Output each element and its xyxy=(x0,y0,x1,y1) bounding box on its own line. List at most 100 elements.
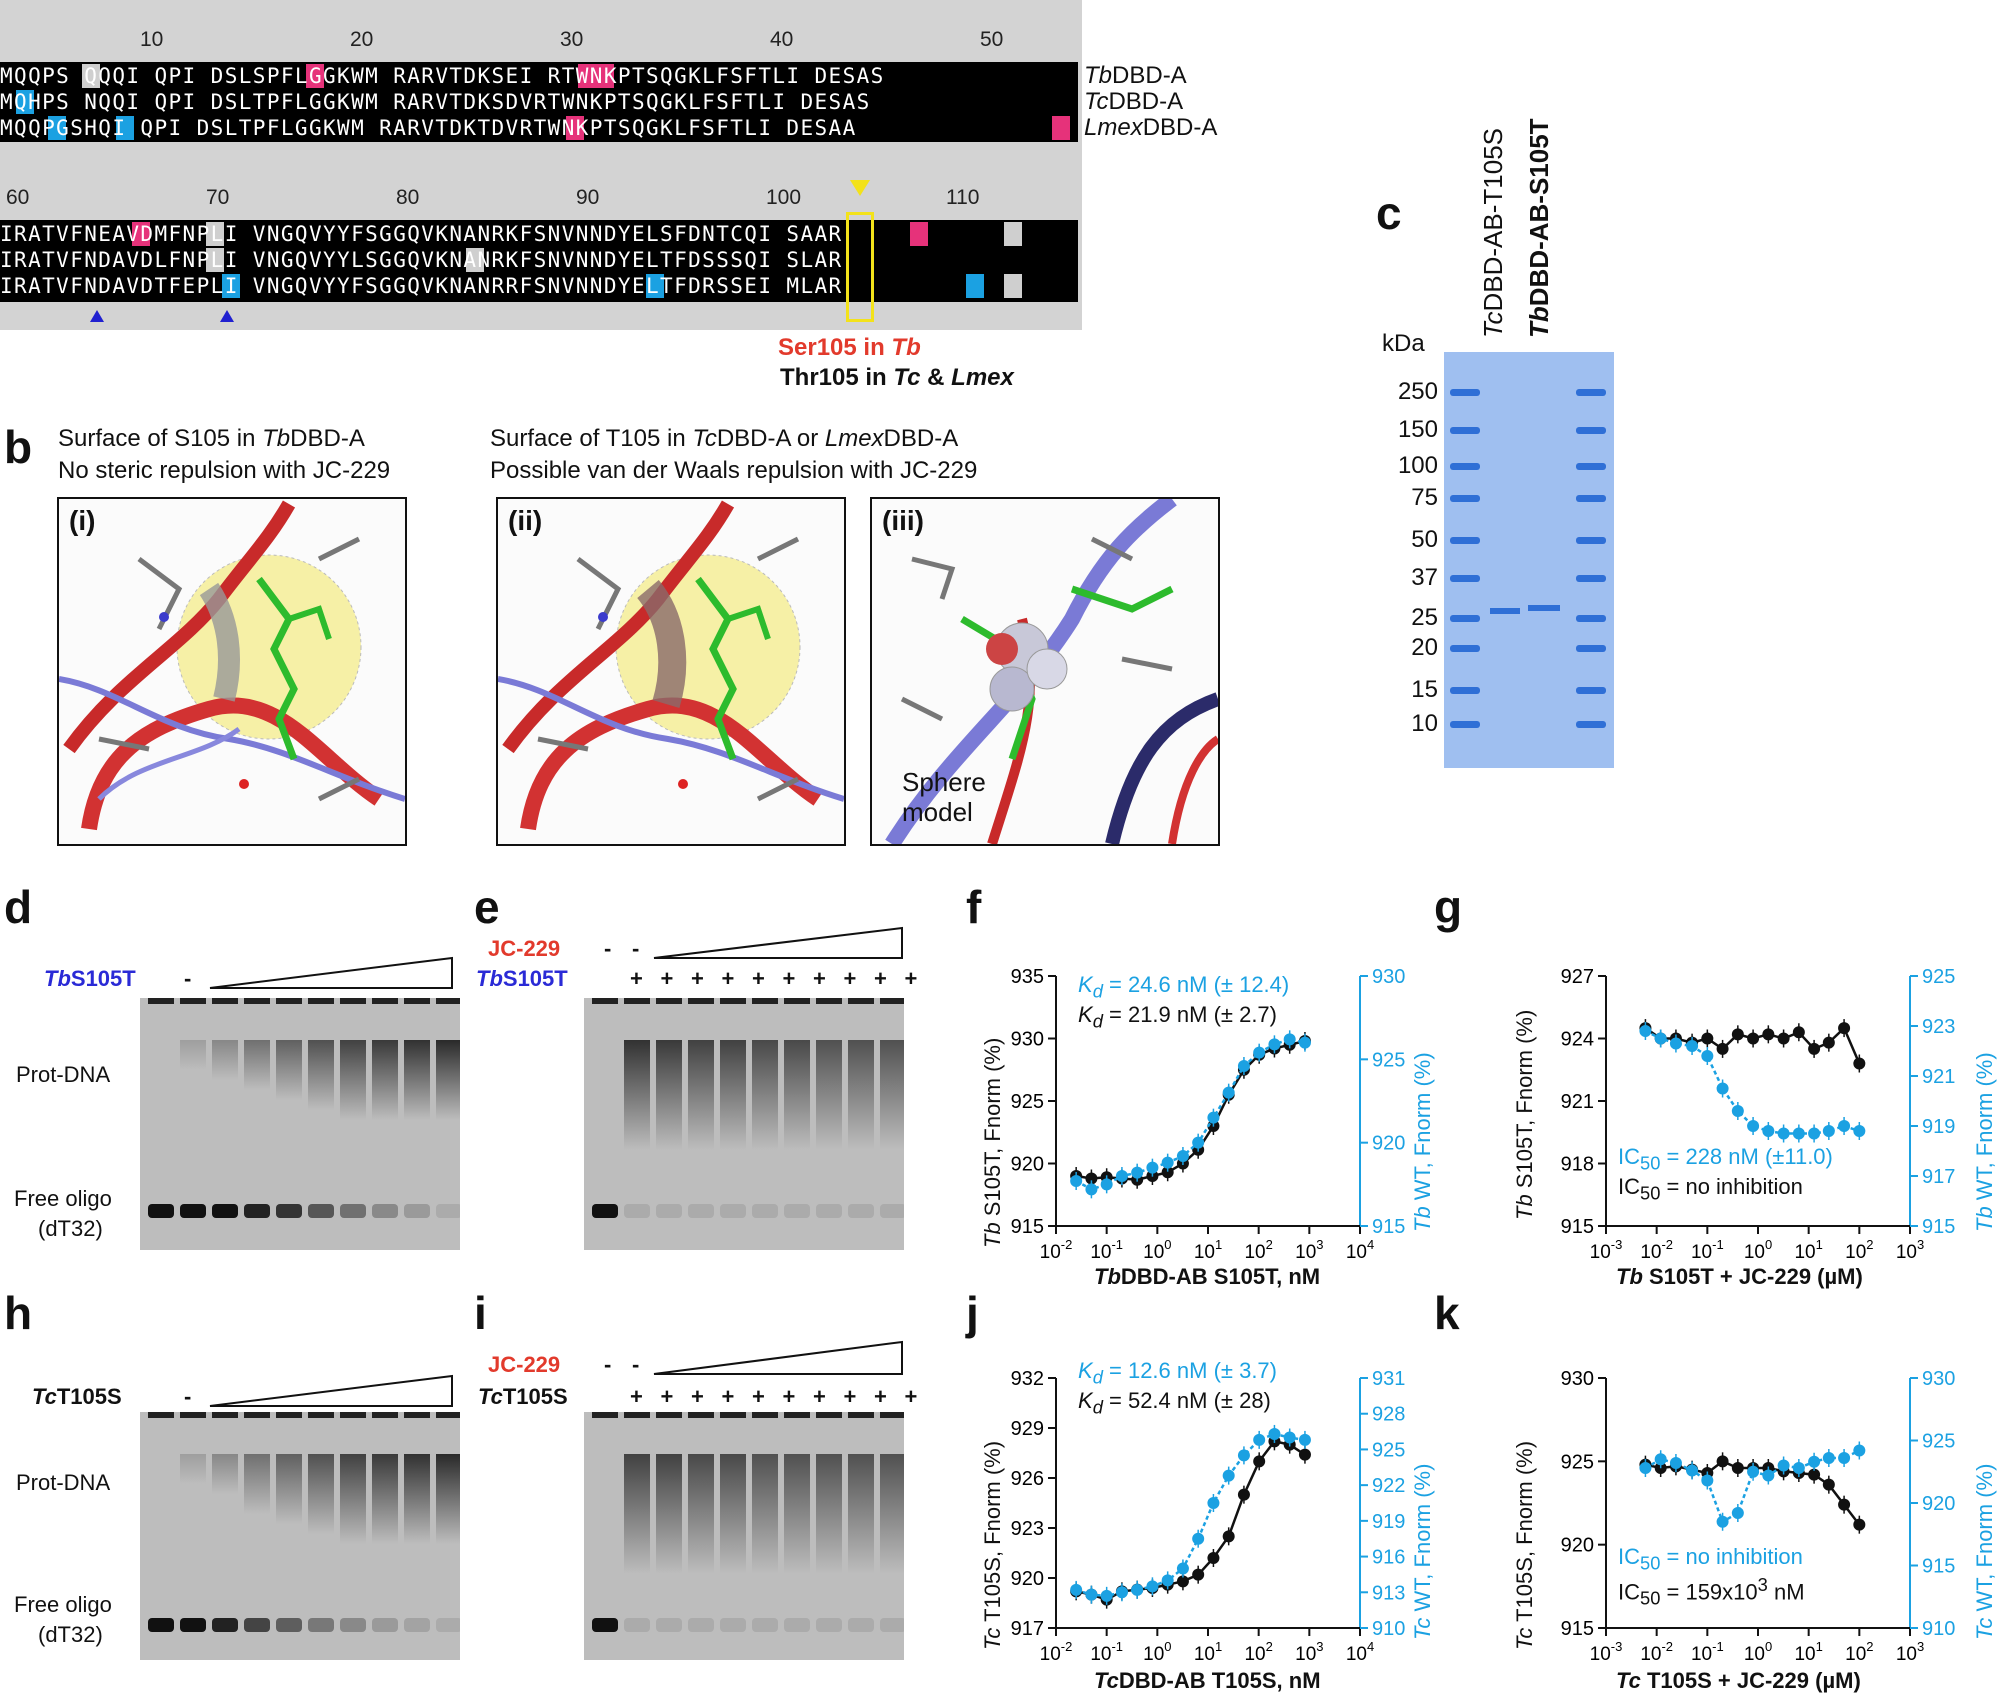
seq-row-tb-1: MQQPS QQQI QPI DSLSPFLGGKWM RARVTDKSEI R… xyxy=(0,64,885,88)
compound-label-e: JC-229 xyxy=(488,936,561,961)
data-point xyxy=(1283,1033,1296,1046)
gel-band xyxy=(752,1204,778,1218)
residue-highlight xyxy=(966,274,984,298)
gel-band xyxy=(244,1204,270,1218)
kd-black-j: Kd = 52.4 nM (± 28) xyxy=(1078,1388,1271,1418)
ruler-number: 100 xyxy=(766,186,802,209)
gel-band xyxy=(720,1454,746,1574)
data-point xyxy=(1283,1431,1296,1444)
ylabel-left-g: Tb S105T, Fnorm (%) xyxy=(1512,1009,1537,1220)
marker-label: 75 xyxy=(1411,484,1438,511)
gel-well xyxy=(688,998,714,1004)
gel-band xyxy=(720,1040,746,1150)
protein-structure-ii xyxy=(498,500,844,831)
data-point xyxy=(1085,1172,1098,1185)
data-point xyxy=(1131,1166,1144,1179)
ylabel-right-k: Tc WT, Fnorm (%) xyxy=(1972,1463,1997,1640)
gel-band xyxy=(784,1618,810,1632)
x-tick-label: 103 xyxy=(1896,1639,1924,1665)
data-point xyxy=(1222,1469,1235,1482)
gel-well xyxy=(720,998,746,1004)
xlabel-f: TbDBD-AB S105T, nM xyxy=(1094,1264,1321,1289)
data-point xyxy=(1237,1449,1250,1462)
ylabel-right-g: Tb WT, Fnorm (%) xyxy=(1972,1052,1997,1232)
data-point xyxy=(1207,1552,1220,1564)
gel-band xyxy=(276,1618,302,1632)
data-point xyxy=(1639,1462,1652,1474)
data-point xyxy=(1838,1120,1851,1132)
y-tick-label-right: 925 xyxy=(1372,1049,1405,1071)
ladder-band xyxy=(1576,537,1606,544)
gel-well xyxy=(592,1412,618,1418)
gel-well xyxy=(372,1412,398,1418)
gel-band xyxy=(656,1040,682,1150)
data-point xyxy=(1654,1453,1667,1466)
protein-structure-iii xyxy=(885,499,1218,844)
dash-label: - xyxy=(604,1352,612,1377)
emsa-gel-d xyxy=(140,998,460,1250)
dash-label: - xyxy=(604,936,612,961)
gel-well xyxy=(816,998,842,1004)
gel-band xyxy=(784,1454,810,1574)
prot-dna-label: Prot-DNA xyxy=(16,1470,111,1495)
marker-label: 150 xyxy=(1397,416,1438,443)
ylabel-left-k: Tc T105S, Fnorm (%) xyxy=(1512,1440,1537,1650)
data-point xyxy=(1822,1125,1835,1137)
prot-dna-label: Prot-DNA xyxy=(16,1062,111,1087)
ruler-number: 10 xyxy=(140,28,164,51)
gel-band xyxy=(436,1618,460,1632)
data-point xyxy=(1686,1040,1699,1052)
gel-band xyxy=(592,1618,618,1632)
x-tick-label: 10-1 xyxy=(1691,1639,1724,1665)
x-tick-label: 101 xyxy=(1194,1639,1222,1665)
gel-well xyxy=(244,1412,270,1418)
gel-band xyxy=(372,1204,398,1218)
gel-band xyxy=(148,1618,174,1632)
gel-band xyxy=(404,1454,430,1544)
data-point xyxy=(1792,1462,1805,1474)
gel-well xyxy=(720,1412,746,1418)
data-point xyxy=(1808,1042,1821,1055)
gel-band xyxy=(624,1618,650,1632)
x-tick-label: 10-2 xyxy=(1040,1639,1073,1665)
data-point xyxy=(1146,1161,1159,1174)
gel-band xyxy=(276,1040,302,1100)
plus-sign: + xyxy=(630,966,643,991)
y-tick-label-left: 915 xyxy=(1561,1618,1594,1640)
gel-well xyxy=(372,998,398,1004)
caption-b2-line2: Possible van der Waals repulsion with JC… xyxy=(490,457,978,484)
seq-name-tc: TcDBD-A xyxy=(1084,88,1184,115)
data-point xyxy=(1161,1574,1174,1587)
data-point xyxy=(1853,1125,1866,1137)
panel-label-f: f xyxy=(966,881,982,933)
gel-band xyxy=(212,1454,238,1494)
data-point xyxy=(1762,1469,1775,1482)
data-point xyxy=(1192,1568,1205,1581)
residue-highlight xyxy=(222,274,240,298)
gel-band xyxy=(688,1204,714,1218)
dt32-label: (dT32) xyxy=(38,1622,103,1647)
y-tick-label-left: 915 xyxy=(1561,1216,1594,1238)
data-point xyxy=(1792,1127,1805,1140)
chart-j: 10-2 10-1 100 101 102 103 104 917 920 923 926 929 93… xyxy=(1011,1368,1406,1665)
x-tick-label: 104 xyxy=(1346,1639,1374,1665)
residue-highlight xyxy=(206,222,224,246)
dash-label: - xyxy=(184,1384,192,1409)
x-tick-label: 102 xyxy=(1845,1639,1873,1665)
gel-well xyxy=(340,1412,366,1418)
gel-band xyxy=(244,1040,270,1090)
x-tick-label: 10-2 xyxy=(1640,1237,1673,1263)
ladder-band xyxy=(1576,575,1606,582)
protein-label-e: TbS105T xyxy=(476,966,568,991)
gel-well xyxy=(784,1412,810,1418)
gel-band xyxy=(816,1454,842,1574)
gel-band xyxy=(656,1204,682,1218)
alignment-block-1: MQQPS QQQI QPI DSLSPFLGGKWM RARVTDKSEI R… xyxy=(0,62,1078,142)
data-point xyxy=(1731,1028,1744,1041)
gel-well xyxy=(148,1412,174,1418)
gel-band xyxy=(880,1618,904,1632)
data-point xyxy=(1085,1588,1098,1601)
gel-well xyxy=(784,998,810,1004)
gel-band xyxy=(276,1204,302,1218)
data-point xyxy=(1762,1125,1775,1137)
